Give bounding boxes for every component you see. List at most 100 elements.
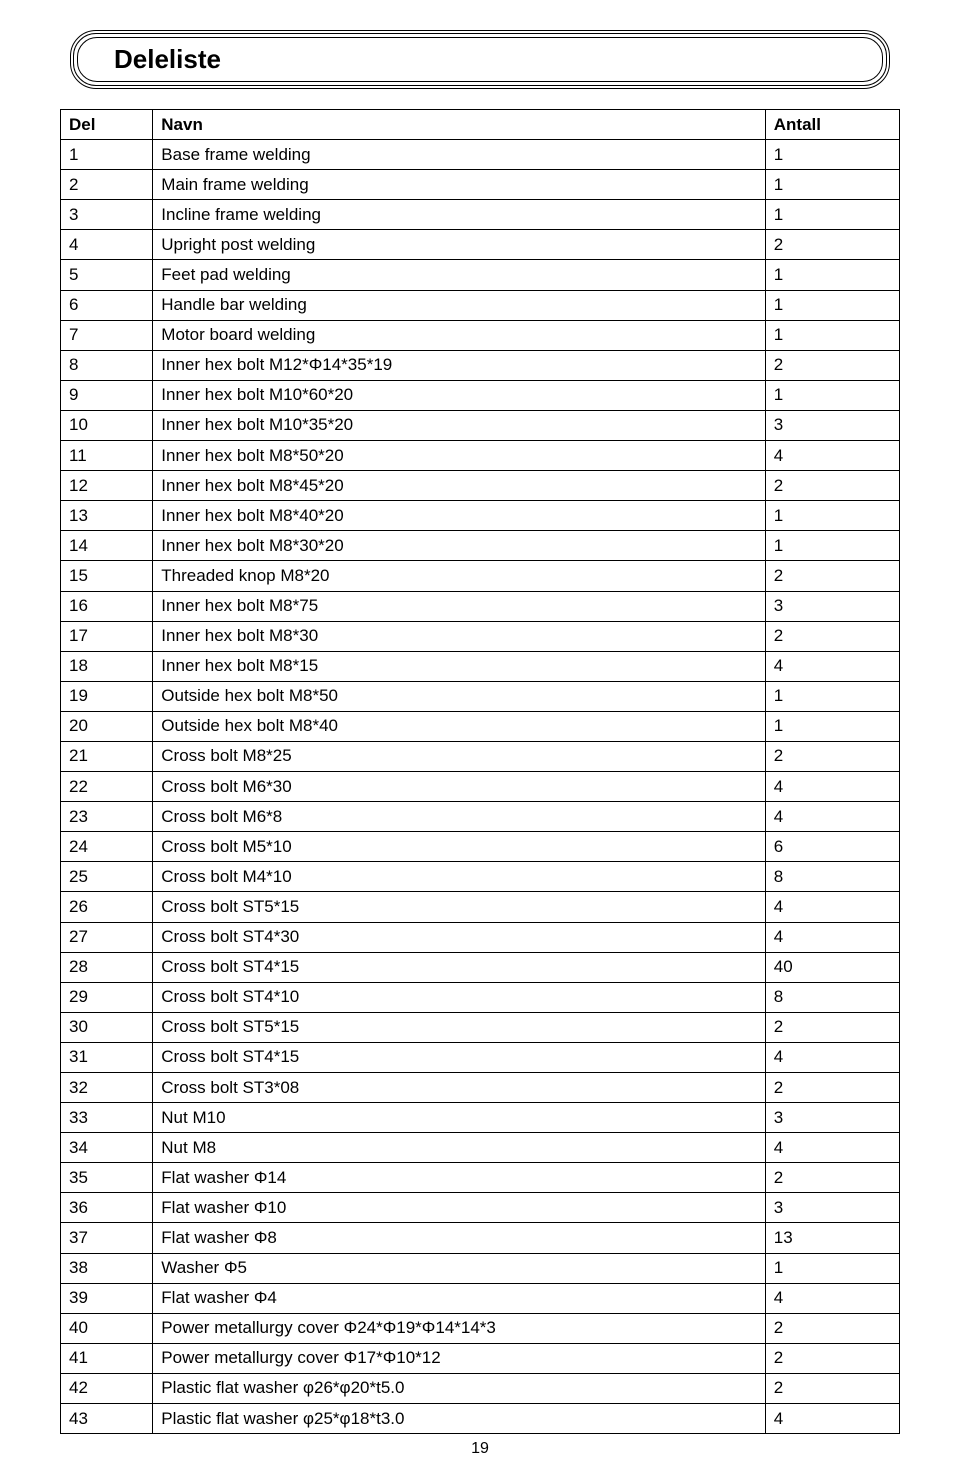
cell-del: 30	[61, 1012, 153, 1042]
table-row: 8Inner hex bolt M12*Φ14*35*192	[61, 350, 900, 380]
cell-navn: Feet pad welding	[153, 260, 765, 290]
cell-navn: Inner hex bolt M8*30*20	[153, 531, 765, 561]
cell-antall: 1	[765, 501, 899, 531]
table-row: 10Inner hex bolt M10*35*203	[61, 410, 900, 440]
cell-del: 42	[61, 1373, 153, 1403]
table-row: 35Flat washer Φ142	[61, 1163, 900, 1193]
cell-antall: 1	[765, 290, 899, 320]
table-row: 6Handle bar welding1	[61, 290, 900, 320]
cell-del: 6	[61, 290, 153, 320]
col-navn: Navn	[153, 110, 765, 140]
table-row: 37Flat washer Φ813	[61, 1223, 900, 1253]
table-row: 43Plastic flat washer φ25*φ18*t3.04	[61, 1404, 900, 1434]
cell-antall: 6	[765, 832, 899, 862]
cell-navn: Cross bolt M4*10	[153, 862, 765, 892]
cell-antall: 2	[765, 561, 899, 591]
cell-antall: 2	[765, 471, 899, 501]
table-row: 27Cross bolt ST4*304	[61, 922, 900, 952]
cell-navn: Cross bolt ST5*15	[153, 1012, 765, 1042]
cell-antall: 2	[765, 1012, 899, 1042]
cell-del: 40	[61, 1313, 153, 1343]
cell-antall: 4	[765, 772, 899, 802]
cell-del: 3	[61, 200, 153, 230]
cell-navn: Nut M10	[153, 1103, 765, 1133]
cell-antall: 2	[765, 1163, 899, 1193]
cell-antall: 1	[765, 380, 899, 410]
cell-antall: 1	[765, 320, 899, 350]
table-row: 33Nut M103	[61, 1103, 900, 1133]
cell-navn: Inner hex bolt M10*60*20	[153, 380, 765, 410]
cell-antall: 2	[765, 621, 899, 651]
cell-antall: 4	[765, 651, 899, 681]
cell-antall: 1	[765, 260, 899, 290]
table-row: 39Flat washer Φ44	[61, 1283, 900, 1313]
table-row: 16Inner hex bolt M8*753	[61, 591, 900, 621]
cell-antall: 1	[765, 1253, 899, 1283]
title-frame: Deleliste	[70, 30, 890, 89]
cell-navn: Power metallurgy cover Φ17*Φ10*12	[153, 1343, 765, 1373]
table-row: 13Inner hex bolt M8*40*201	[61, 501, 900, 531]
cell-del: 12	[61, 471, 153, 501]
cell-antall: 1	[765, 200, 899, 230]
cell-navn: Cross bolt M6*8	[153, 802, 765, 832]
cell-navn: Inner hex bolt M8*15	[153, 651, 765, 681]
cell-navn: Inner hex bolt M10*35*20	[153, 410, 765, 440]
cell-antall: 4	[765, 1042, 899, 1072]
cell-del: 43	[61, 1404, 153, 1434]
cell-del: 10	[61, 410, 153, 440]
cell-del: 25	[61, 862, 153, 892]
cell-antall: 3	[765, 1193, 899, 1223]
table-row: 19Outside hex bolt M8*501	[61, 681, 900, 711]
cell-antall: 2	[765, 741, 899, 771]
table-row: 23Cross bolt M6*84	[61, 802, 900, 832]
cell-navn: Cross bolt M6*30	[153, 772, 765, 802]
cell-antall: 2	[765, 1373, 899, 1403]
cell-antall: 1	[765, 711, 899, 741]
cell-navn: Cross bolt ST3*08	[153, 1073, 765, 1103]
cell-antall: 2	[765, 350, 899, 380]
table-row: 24Cross bolt M5*106	[61, 832, 900, 862]
cell-navn: Cross bolt ST4*15	[153, 952, 765, 982]
table-row: 28Cross bolt ST4*1540	[61, 952, 900, 982]
cell-navn: Inner hex bolt M12*Φ14*35*19	[153, 350, 765, 380]
cell-navn: Main frame welding	[153, 170, 765, 200]
cell-navn: Washer Φ5	[153, 1253, 765, 1283]
page-number: 19	[60, 1440, 900, 1458]
cell-navn: Cross bolt ST5*15	[153, 892, 765, 922]
table-row: 40Power metallurgy cover Φ24*Φ19*Φ14*14*…	[61, 1313, 900, 1343]
cell-del: 36	[61, 1193, 153, 1223]
cell-del: 18	[61, 651, 153, 681]
cell-del: 20	[61, 711, 153, 741]
cell-del: 37	[61, 1223, 153, 1253]
cell-del: 28	[61, 952, 153, 982]
cell-del: 16	[61, 591, 153, 621]
table-row: 4Upright post welding2	[61, 230, 900, 260]
cell-navn: Cross bolt ST4*10	[153, 982, 765, 1012]
cell-del: 2	[61, 170, 153, 200]
cell-navn: Flat washer Φ14	[153, 1163, 765, 1193]
cell-del: 17	[61, 621, 153, 651]
cell-antall: 4	[765, 1283, 899, 1313]
cell-del: 38	[61, 1253, 153, 1283]
cell-navn: Plastic flat washer φ25*φ18*t3.0	[153, 1404, 765, 1434]
cell-antall: 3	[765, 591, 899, 621]
cell-navn: Inner hex bolt M8*50*20	[153, 441, 765, 471]
cell-navn: Inner hex bolt M8*75	[153, 591, 765, 621]
page-title: Deleliste	[114, 44, 846, 75]
cell-antall: 1	[765, 140, 899, 170]
cell-antall: 13	[765, 1223, 899, 1253]
cell-navn: Inner hex bolt M8*40*20	[153, 501, 765, 531]
cell-del: 27	[61, 922, 153, 952]
cell-navn: Cross bolt M8*25	[153, 741, 765, 771]
cell-del: 39	[61, 1283, 153, 1313]
cell-antall: 8	[765, 862, 899, 892]
table-row: 1Base frame welding1	[61, 140, 900, 170]
cell-antall: 4	[765, 1404, 899, 1434]
cell-del: 13	[61, 501, 153, 531]
cell-navn: Incline frame welding	[153, 200, 765, 230]
cell-navn: Outside hex bolt M8*40	[153, 711, 765, 741]
table-row: 30Cross bolt ST5*152	[61, 1012, 900, 1042]
cell-navn: Base frame welding	[153, 140, 765, 170]
cell-navn: Plastic flat washer φ26*φ20*t5.0	[153, 1373, 765, 1403]
cell-del: 24	[61, 832, 153, 862]
